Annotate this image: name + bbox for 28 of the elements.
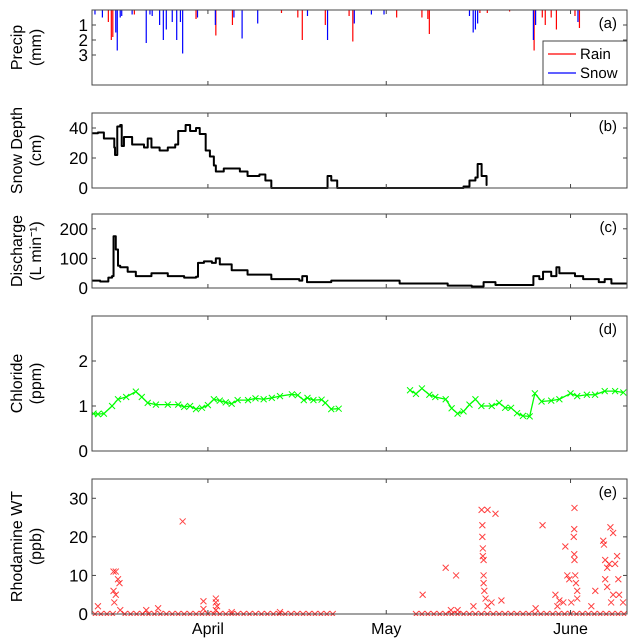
y-tick-label: 20: [69, 528, 88, 547]
annotation: (e): [598, 484, 617, 501]
y-tick-label: 200: [60, 220, 88, 239]
y-tick-label: 0: [78, 279, 88, 298]
y-axis-title: Snow Depth (cm): [9, 106, 45, 194]
y-tick-label: 30: [69, 489, 88, 508]
y-tick-label: 20: [69, 149, 88, 168]
y-tick-label: 0: [78, 179, 88, 198]
y-tick-label: 10: [69, 566, 88, 586]
x-tick-label: April: [192, 621, 224, 638]
y-tick-label: 0: [78, 442, 88, 461]
y-tick-label: 0: [78, 605, 88, 624]
annotation: (c): [600, 219, 617, 236]
y-tick-label: 40: [69, 119, 88, 138]
legend-label: Snow: [580, 65, 618, 82]
y-tick-label: 2: [78, 352, 88, 371]
y-axis-title: Rhodamine WT (ppb): [9, 490, 45, 602]
annotation: (a): [598, 15, 617, 32]
x-tick-label: May: [371, 621, 402, 638]
y-axis-title: Precip (mm): [9, 24, 45, 70]
annotation: (d): [598, 321, 617, 338]
annotation: (b): [598, 118, 617, 135]
x-tick-label: June: [553, 621, 588, 638]
y-axis-title: Discharge (L min⁻¹): [9, 214, 45, 288]
y-tick-label: 100: [60, 249, 88, 268]
legend-label: Rain: [580, 46, 611, 63]
y-tick-label: 1: [78, 397, 88, 416]
y-axis-title: Chloride (ppm): [9, 354, 45, 414]
